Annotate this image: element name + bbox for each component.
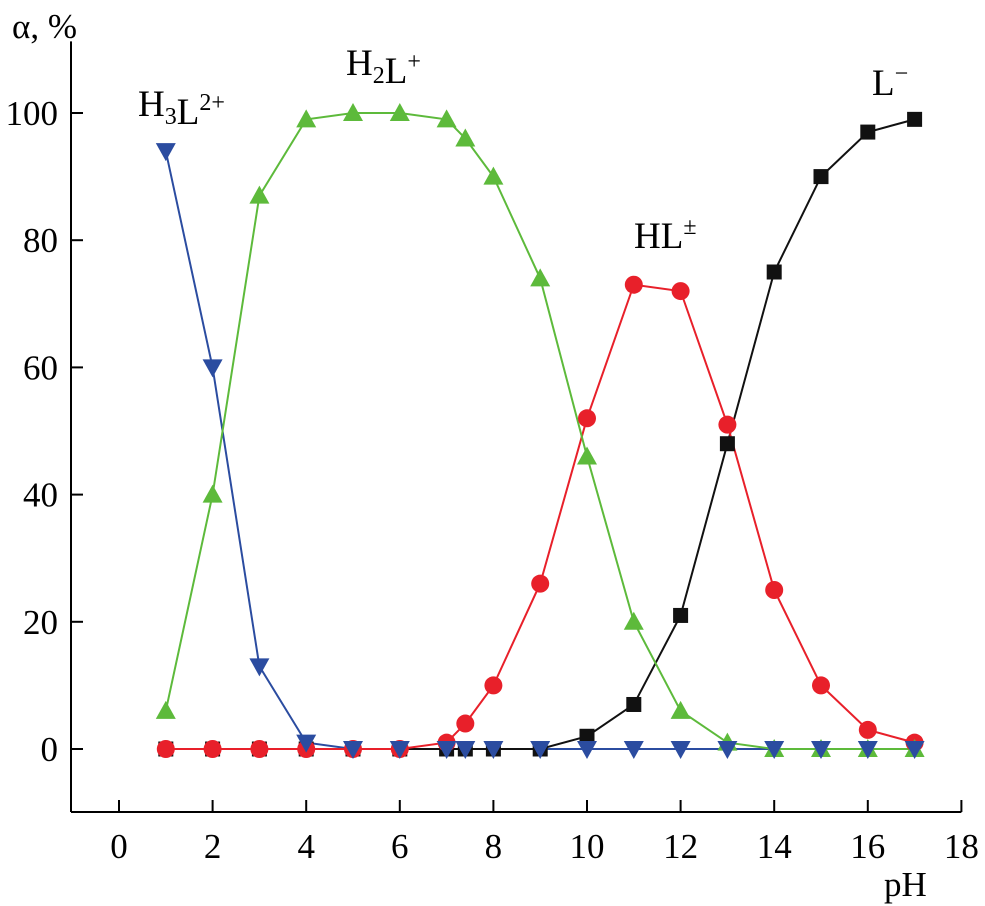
data-point — [577, 446, 597, 465]
x-tick-label: 16 — [850, 827, 885, 866]
x-tick-label: 6 — [391, 827, 409, 866]
x-tick-label: 14 — [757, 827, 792, 866]
x-tick-label: 4 — [297, 827, 315, 866]
data-point — [812, 676, 830, 695]
y-tick-label: 80 — [23, 221, 58, 260]
data-point — [296, 734, 317, 753]
data-point — [626, 696, 642, 712]
x-tick-label: 10 — [570, 827, 605, 866]
data-point — [857, 741, 878, 759]
data-point — [249, 185, 270, 204]
data-point — [249, 658, 270, 677]
data-point — [484, 676, 503, 695]
series-line — [165, 283, 915, 750]
data-point — [296, 109, 317, 128]
data-point — [455, 741, 476, 759]
data-point — [155, 143, 176, 162]
data-point — [202, 359, 223, 378]
data-point — [671, 282, 690, 301]
data-point — [904, 741, 925, 759]
data-point — [456, 714, 475, 733]
series-line — [165, 118, 915, 750]
data-point — [531, 574, 550, 593]
series-label: HL± — [634, 214, 697, 257]
data-point — [577, 741, 597, 759]
data-point — [203, 740, 222, 758]
data-point — [250, 740, 269, 758]
data-point — [436, 109, 457, 128]
data-point — [670, 700, 691, 719]
data-point — [764, 741, 785, 759]
data-point — [483, 166, 504, 185]
data-point — [343, 741, 363, 759]
data-point — [455, 128, 476, 147]
data-point — [907, 111, 923, 127]
data-point — [156, 740, 175, 758]
series-label: H2L+ — [346, 43, 421, 92]
data-point — [719, 436, 735, 452]
data-point — [389, 103, 410, 121]
data-point — [766, 264, 782, 280]
y-axis-label: α, % — [12, 7, 77, 46]
data-point — [811, 741, 831, 759]
data-point — [858, 720, 877, 739]
data-point — [483, 741, 504, 759]
series-label: H3L2+ — [138, 84, 225, 133]
x-axis-label: pH — [884, 865, 927, 904]
data-point — [155, 700, 176, 719]
data-point — [860, 124, 876, 140]
x-tick-label: 8 — [485, 827, 503, 866]
data-point — [530, 268, 551, 287]
y-tick-label: 20 — [23, 603, 58, 642]
data-point — [436, 741, 457, 759]
data-point — [670, 741, 691, 759]
data-point — [718, 415, 737, 434]
data-point — [343, 103, 363, 121]
series-line — [164, 112, 915, 750]
data-point — [623, 611, 644, 630]
axes: 0 2 4 6 8 10 12 14 16 18 0 20 40 60 80 100 α, % pH — [6, 7, 979, 904]
data-point — [530, 741, 551, 759]
data-point — [389, 741, 410, 759]
y-tick-label: 60 — [23, 348, 58, 387]
data-point — [717, 741, 738, 759]
series-lines — [164, 112, 915, 750]
data-point — [623, 741, 644, 759]
series-markers — [155, 103, 925, 759]
data-point — [578, 409, 596, 428]
data-point — [202, 484, 223, 503]
y-tick-label: 40 — [23, 476, 58, 515]
y-tick-label: 0 — [41, 730, 59, 769]
x-tick-label: 18 — [944, 827, 979, 866]
series-label: L− — [872, 61, 908, 104]
series-line — [164, 150, 915, 750]
data-point — [765, 581, 784, 599]
series-labels: H3L2+ H2L+ HL± L− — [138, 43, 908, 257]
data-point — [624, 275, 643, 294]
y-tick-label: 100 — [6, 94, 59, 133]
data-point — [813, 169, 829, 185]
x-tick-label: 12 — [663, 827, 698, 866]
x-tick-label: 0 — [110, 827, 128, 866]
data-point — [673, 607, 689, 623]
data-point — [579, 728, 595, 744]
x-tick-label: 2 — [204, 827, 222, 866]
